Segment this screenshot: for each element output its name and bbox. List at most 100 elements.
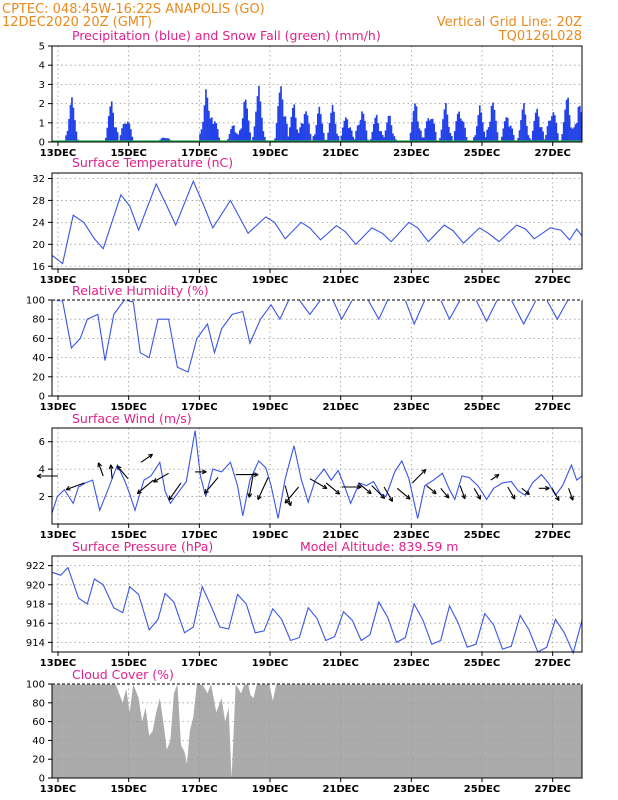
precip-bar <box>518 130 521 142</box>
y-tick-label: 28 <box>32 196 45 207</box>
precip-bar <box>473 137 475 142</box>
precip-bar <box>358 124 360 142</box>
precip-bar <box>415 106 418 142</box>
precip-bar <box>315 125 318 142</box>
x-tick-label: 27DEC <box>534 148 570 159</box>
header-grid-line: Vertical Grid Line: 20Z <box>437 15 582 30</box>
precip-bar <box>511 128 513 142</box>
precip-bar <box>121 128 123 142</box>
precip-bar <box>502 128 505 142</box>
precip-bar <box>274 138 276 142</box>
precip-bar <box>364 120 366 142</box>
precip-bar <box>576 122 578 142</box>
precip-bar <box>378 131 381 142</box>
precip-bar <box>66 130 69 142</box>
wind-arrow <box>325 482 341 495</box>
precip-bar <box>297 132 300 142</box>
precip-bar <box>425 121 428 142</box>
x-tick-label: 13DEC <box>40 530 76 541</box>
wind-arrow <box>538 485 550 491</box>
precip-bar <box>393 136 396 142</box>
panel-precip: 0 1 2 3 4 5 13DEC 15DEC 17DEC 19DEC 21DEC 23DEC 25DE… <box>39 42 583 159</box>
precip-bar <box>206 97 209 142</box>
precip-bar <box>442 119 444 142</box>
panel-title-precip: Precipitation (blue) and Snow Fall (gree… <box>72 28 381 43</box>
precip-bar <box>253 126 256 142</box>
precip-bar <box>355 130 357 142</box>
precip-bar <box>565 99 568 142</box>
x-tick-label: 25DEC <box>464 658 500 669</box>
precip-bar <box>551 116 553 142</box>
precip-bar <box>392 133 394 142</box>
wind-arrow <box>309 478 328 490</box>
precip-bar <box>318 106 321 142</box>
precip-bar <box>478 105 481 142</box>
precip-bar <box>440 129 443 142</box>
precip-bar <box>474 135 477 142</box>
x-tick-label: 23DEC <box>393 402 429 413</box>
precip-bar <box>567 97 569 142</box>
x-tick-label: 19DEC <box>252 784 288 795</box>
pressure-line <box>51 566 583 655</box>
y-tick-label: 0 <box>39 138 45 149</box>
x-tick-label: 17DEC <box>181 530 217 541</box>
panel-wind: 2 4 6 13DEC 15DEC 17DEC 19DEC 21DEC 23DEC 25DEC 27… <box>36 427 583 541</box>
x-tick-label: 27DEC <box>534 530 570 541</box>
precip-bar <box>449 132 452 142</box>
precip-bar <box>537 116 540 142</box>
precip-bar <box>343 120 346 142</box>
y-tick-label: 20 <box>32 240 45 251</box>
precip-bar <box>533 120 536 142</box>
precip-bar <box>423 137 425 142</box>
y-tick-label: 60 <box>32 334 45 345</box>
precip-bar <box>384 130 387 142</box>
x-tick-label: 15DEC <box>110 148 146 159</box>
precip-bar <box>372 124 375 142</box>
precip-bar <box>258 85 260 142</box>
panel-title-cloud: Cloud Cover (%) <box>72 667 174 682</box>
precip-bar <box>579 105 581 142</box>
precip-bar <box>163 137 166 142</box>
wind-arrow <box>140 453 153 463</box>
precip-bar <box>476 126 478 142</box>
y-tick-label: 100 <box>26 680 45 691</box>
wind-arrow <box>551 488 560 501</box>
precip-bar <box>289 127 291 142</box>
precip-bar <box>71 97 73 142</box>
precip-bar <box>347 128 350 142</box>
precip-bar <box>548 120 550 142</box>
x-tick-label: 19DEC <box>252 658 288 669</box>
precip-bar <box>445 103 447 142</box>
precip-bar <box>286 123 288 142</box>
precip-bar <box>450 136 453 142</box>
precip-bar <box>124 123 126 142</box>
y-tick-label: 20 <box>32 755 45 766</box>
precip-bar <box>564 109 566 142</box>
precip-bar <box>427 118 430 142</box>
precip-bar <box>552 112 555 142</box>
precip-bar <box>202 121 204 142</box>
precip-bar <box>203 105 206 142</box>
precip-bar <box>128 123 131 142</box>
precip-bar <box>389 115 391 142</box>
precip-bar <box>218 137 221 142</box>
precip-bar <box>246 108 248 142</box>
y-tick-label: 80 <box>32 698 45 709</box>
precip-bar <box>421 137 424 142</box>
precip-bar <box>453 131 456 142</box>
precip-bar <box>484 137 487 142</box>
precip-bar <box>74 120 76 142</box>
x-tick-label: 19DEC <box>252 275 288 286</box>
panel-humidity: 0 20 40 60 80 100 13DEC 15DEC 17DEC 19DEC 21DEC 23D… <box>26 296 583 413</box>
cloud-cover-area <box>52 684 582 778</box>
wind-arrow <box>97 462 104 477</box>
precip-bar <box>293 104 296 142</box>
precip-bar <box>577 106 580 142</box>
precip-bar <box>240 128 243 142</box>
precip-bar <box>262 131 265 142</box>
y-tick-label: 914 <box>26 638 45 649</box>
header-run-time: 12DEC2020 20Z (GMT) <box>2 15 152 30</box>
x-tick-label: 17DEC <box>181 402 217 413</box>
precip-bar <box>291 107 294 142</box>
precip-bar <box>131 136 134 142</box>
